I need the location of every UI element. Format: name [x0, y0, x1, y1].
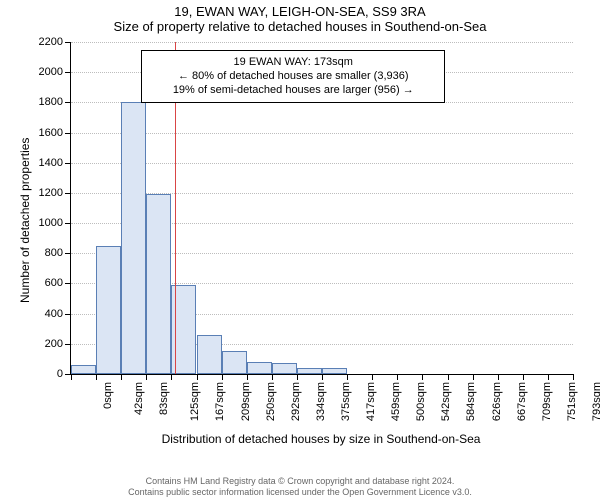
y-tick	[65, 72, 71, 73]
gridline-h	[71, 133, 573, 134]
x-tick-label: 250sqm	[265, 382, 277, 421]
x-tick	[347, 374, 348, 380]
x-tick-label: 167sqm	[215, 382, 227, 421]
x-tick-label: 667sqm	[516, 382, 528, 421]
histogram-bar	[222, 351, 247, 374]
histogram-bar	[197, 335, 222, 374]
y-tick	[65, 163, 71, 164]
footer-credits: Contains HM Land Registry data © Crown c…	[0, 476, 600, 498]
x-tick-label: 0sqm	[102, 382, 114, 409]
x-tick-label: 334sqm	[315, 382, 327, 421]
y-tick	[65, 344, 71, 345]
histogram-plot: 0200400600800100012001400160018002000220…	[70, 42, 573, 375]
annotation-line: ← 80% of detached houses are smaller (3,…	[148, 69, 438, 83]
x-tick-label: 125sqm	[189, 382, 201, 421]
y-tick	[65, 314, 71, 315]
y-tick-label: 1000	[39, 217, 63, 229]
y-tick-label: 1600	[39, 127, 63, 139]
x-tick	[573, 374, 574, 380]
x-tick	[272, 374, 273, 380]
x-tick-label: 209sqm	[240, 382, 252, 421]
y-tick-label: 1800	[39, 96, 63, 108]
y-tick-label: 0	[57, 368, 63, 380]
x-tick-label: 542sqm	[440, 382, 452, 421]
x-tick-label: 626sqm	[491, 382, 503, 421]
x-tick-label: 709sqm	[541, 382, 553, 421]
y-tick-label: 200	[45, 338, 63, 350]
x-tick	[71, 374, 72, 380]
histogram-bar	[272, 363, 297, 374]
y-tick	[65, 253, 71, 254]
x-tick	[498, 374, 499, 380]
y-axis-label: Number of detached properties	[18, 138, 32, 303]
gridline-h	[71, 163, 573, 164]
x-tick	[197, 374, 198, 380]
x-tick	[121, 374, 122, 380]
x-tick	[171, 374, 172, 380]
histogram-bar	[96, 246, 121, 374]
histogram-bar	[71, 365, 96, 374]
gridline-h	[71, 42, 573, 43]
y-tick	[65, 133, 71, 134]
histogram-bar	[297, 368, 322, 374]
x-tick	[322, 374, 323, 380]
x-tick-label: 751sqm	[566, 382, 578, 421]
x-tick	[222, 374, 223, 380]
y-tick	[65, 223, 71, 224]
title-subtitle: Size of property relative to detached ho…	[0, 19, 600, 34]
y-tick-label: 2200	[39, 36, 63, 48]
histogram-bar	[146, 194, 171, 374]
x-tick-label: 459sqm	[390, 382, 402, 421]
footer-line-2: Contains public sector information licen…	[0, 487, 600, 498]
y-tick	[65, 283, 71, 284]
title-address: 19, EWAN WAY, LEIGH-ON-SEA, SS9 3RA	[0, 0, 600, 19]
y-tick	[65, 102, 71, 103]
x-tick	[548, 374, 549, 380]
x-tick-label: 793sqm	[591, 382, 600, 421]
x-tick-label: 42sqm	[133, 382, 145, 415]
x-tick	[397, 374, 398, 380]
annotation-line: 19 EWAN WAY: 173sqm	[148, 55, 438, 69]
y-tick-label: 600	[45, 277, 63, 289]
x-tick	[523, 374, 524, 380]
annotation-box: 19 EWAN WAY: 173sqm← 80% of detached hou…	[141, 50, 445, 103]
y-tick	[65, 193, 71, 194]
annotation-line: 19% of semi-detached houses are larger (…	[148, 83, 438, 97]
histogram-bar	[121, 102, 146, 374]
footer-line-1: Contains HM Land Registry data © Crown c…	[0, 476, 600, 487]
histogram-bar	[247, 362, 272, 374]
x-tick	[146, 374, 147, 380]
x-tick	[448, 374, 449, 380]
y-tick-label: 2000	[39, 66, 63, 78]
y-tick-label: 1400	[39, 157, 63, 169]
x-tick	[96, 374, 97, 380]
y-tick-label: 400	[45, 308, 63, 320]
x-tick	[422, 374, 423, 380]
x-tick	[247, 374, 248, 380]
x-tick-label: 500sqm	[415, 382, 427, 421]
x-tick-label: 83sqm	[158, 382, 170, 415]
x-tick	[372, 374, 373, 380]
x-tick-label: 375sqm	[340, 382, 352, 421]
x-tick	[473, 374, 474, 380]
x-axis-label: Distribution of detached houses by size …	[70, 432, 572, 446]
y-tick-label: 1200	[39, 187, 63, 199]
y-tick-label: 800	[45, 247, 63, 259]
x-tick-label: 584sqm	[466, 382, 478, 421]
x-tick-label: 292sqm	[290, 382, 302, 421]
x-tick-label: 417sqm	[365, 382, 377, 421]
histogram-bar	[322, 368, 347, 374]
y-tick	[65, 42, 71, 43]
x-tick	[297, 374, 298, 380]
